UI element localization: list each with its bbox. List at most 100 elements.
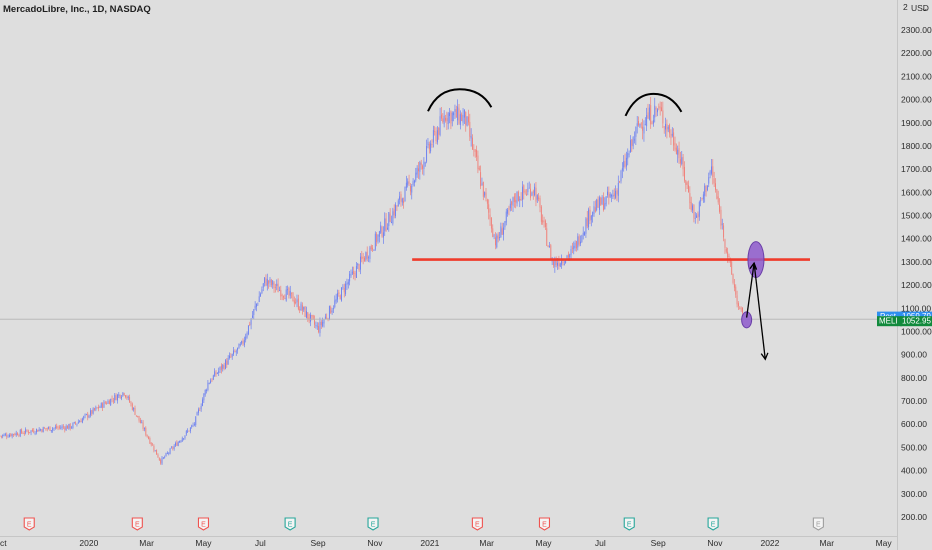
candle-body: [478, 167, 480, 171]
candle-body: [708, 177, 710, 184]
candle-body: [331, 310, 333, 313]
candle-body: [466, 116, 468, 126]
retest-ellipse[interactable]: [747, 241, 765, 279]
candle-body: [389, 213, 391, 222]
x-tick-label: May: [195, 538, 212, 548]
candle-body: [222, 364, 224, 369]
down-arrow-line[interactable]: [753, 262, 766, 360]
meli-badge-bg: [877, 316, 902, 327]
candle-body: [270, 280, 272, 286]
candle-body: [648, 107, 650, 120]
earnings-event-badge[interactable]: E: [812, 517, 824, 531]
earnings-event-badge[interactable]: E: [23, 517, 35, 531]
candle-body: [326, 317, 328, 319]
candle-body: [235, 351, 237, 353]
event-badge-letter: E: [27, 522, 32, 529]
candle-body: [274, 286, 276, 288]
candle-body: [472, 137, 473, 150]
candle-body: [454, 108, 456, 112]
candle-body: [721, 223, 723, 225]
earnings-event-badge[interactable]: E: [367, 517, 379, 531]
candle-body: [95, 407, 97, 410]
candle-body: [360, 256, 361, 270]
candle-body: [280, 289, 282, 297]
candle-body: [351, 271, 353, 274]
earnings-event-badge[interactable]: E: [538, 517, 551, 531]
candle-body: [134, 407, 136, 415]
candle-body: [715, 183, 716, 190]
candle-body: [678, 148, 680, 159]
candle-body: [117, 394, 118, 401]
low-ellipse[interactable]: [741, 311, 753, 329]
candle-body: [580, 241, 581, 244]
earnings-event-badge[interactable]: E: [623, 517, 635, 531]
currency-chevron-icon[interactable]: ⌄: [921, 3, 929, 13]
candle-body: [569, 254, 571, 258]
candle-body: [495, 237, 496, 246]
candle-body: [265, 278, 267, 286]
candle-body: [44, 427, 45, 429]
candle-body: [431, 144, 433, 145]
candle-body: [524, 191, 526, 193]
candle-body: [15, 432, 17, 436]
up-arrow-line[interactable]: [745, 262, 755, 318]
candle-body: [304, 306, 306, 317]
candle-body: [122, 392, 124, 396]
candle-body: [247, 325, 249, 335]
candle-body: [103, 401, 105, 408]
candle-body: [106, 403, 108, 405]
head-arc[interactable]: [624, 92, 683, 117]
candle-body: [188, 430, 190, 432]
candle-body: [458, 108, 460, 124]
candle-body: [530, 188, 531, 198]
candle-body: [114, 394, 116, 401]
candle-body: [57, 427, 59, 429]
y-tick-label: 700.00: [901, 396, 927, 406]
earnings-event-badge[interactable]: E: [707, 517, 719, 531]
earnings-event-badge[interactable]: E: [197, 517, 210, 531]
candle-body: [713, 178, 715, 184]
candle-body: [60, 427, 62, 429]
candle-body: [673, 132, 675, 146]
candle-body: [578, 236, 580, 245]
candle-body: [100, 403, 102, 408]
candle-body: [370, 245, 372, 250]
candle-body: [368, 257, 369, 259]
candle-body: [400, 194, 402, 202]
candle-body: [735, 286, 737, 295]
candle-body: [393, 209, 395, 216]
candle-body: [77, 421, 79, 424]
earnings-event-badge[interactable]: E: [471, 517, 483, 531]
meli-badge-value-bg: [900, 316, 932, 327]
currency-label[interactable]: USD: [911, 3, 929, 13]
head-arc[interactable]: [427, 88, 493, 112]
candle-body: [416, 167, 418, 175]
candle-body: [650, 105, 652, 125]
candle-body: [241, 341, 243, 344]
candle-body: [607, 191, 608, 196]
candle-body: [477, 155, 479, 170]
candle-body: [671, 134, 673, 136]
candle-body: [414, 180, 415, 183]
candle-body: [439, 116, 441, 136]
earnings-event-badge[interactable]: E: [284, 517, 296, 531]
candle-body: [434, 131, 436, 133]
candle-body: [663, 126, 665, 128]
candle-body: [632, 137, 634, 147]
candle-body: [185, 430, 187, 435]
candle-body: [121, 396, 122, 399]
candle-body: [441, 114, 442, 119]
candle-body: [576, 241, 577, 249]
candle-body: [40, 429, 41, 431]
candle-body: [570, 249, 572, 255]
earnings-event-badge[interactable]: E: [131, 517, 143, 531]
candle-body: [484, 191, 486, 196]
candle-body: [65, 426, 67, 431]
candle-body: [99, 407, 101, 408]
candle-body: [701, 198, 703, 199]
candle-body: [192, 424, 194, 426]
candle-body: [6, 434, 8, 437]
